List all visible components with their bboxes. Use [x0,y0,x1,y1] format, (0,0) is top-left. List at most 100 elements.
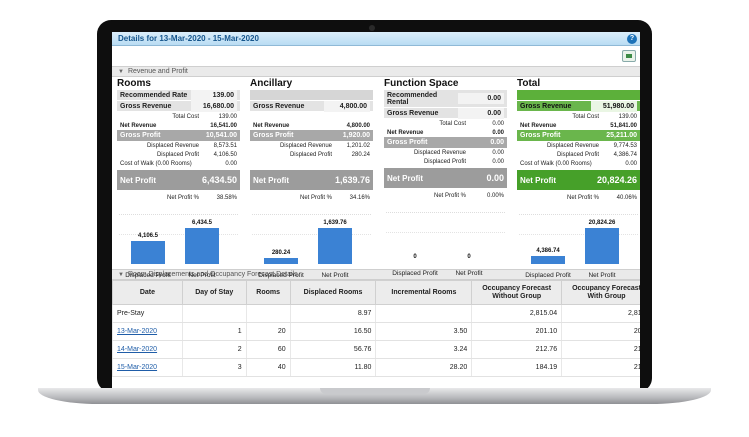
net-revenue-row: Net Revenue 4,800.00 [253,122,370,129]
table-row: Pre-Stay 8.97 2,815.04 2,814. [112,304,640,323]
net-profit-row: Net Profit 0.00 [384,168,507,188]
displaced-profit-bar [131,241,165,264]
net-revenue-row: Net Revenue 16,541.00 [120,122,237,129]
collapse-chevron-icon[interactable]: ▼ [118,69,124,75]
total-cost-row: Total Cost 139.00 [572,113,637,120]
camera-icon [369,25,375,31]
net-profit-row: Net Profit 20,824.26 [517,170,640,190]
column-title: Ancillary [250,78,293,89]
displaced-profit-row: Displaced Profit 0.00 [423,158,504,165]
cost-of-walk-row: Cost of Walk (0.00 Rooms) 0.00 [120,160,237,167]
net-revenue-row: Net Revenue 0.00 [387,129,504,136]
bar-value-label: 0 [413,254,417,260]
x-axis-label: Displaced Profit [392,270,438,277]
column-title: Total [517,78,541,89]
section-room-displacements[interactable]: ▼ Room Displacements and Occupancy Foreca… [112,269,640,280]
date-link[interactable]: 14-Mar-2020 [117,346,158,353]
gross-revenue-row: Gross Revenue 4,800.00 [250,100,373,112]
section-title: Revenue and Profit [127,68,188,75]
recommended-rate-row: Recommended Rate 139.00 [117,89,240,101]
screen: Details for 13-Mar-2020 - 15-Mar-2020 ? … [112,32,640,388]
window-titlebar: Details for 13-Mar-2020 - 15-Mar-2020 ? [112,32,640,46]
column-function-space: Function Space Recommended Rental 0.00 Gr… [384,79,507,282]
column-total: Total Gross Revenue 51,980.00 Total Cost 1… [517,79,640,284]
net-profit-pct-row: Net Profit % 40.06% [566,194,637,201]
toolbar [112,46,640,66]
profit-chart: 4,386.74 Displaced Profit 20,824.26 Net Pro… [517,214,640,284]
column-title: Function Space [384,78,459,89]
bar-value-label: 1,639.76 [323,220,347,226]
bar-value-label: 280.24 [271,250,291,256]
x-axis-label: Net Profit [321,272,349,279]
gross-profit-row: Gross Profit 25,211.00 [517,130,640,141]
net-profit-bar [185,228,219,264]
displaced-profit-bar [264,258,298,264]
gross-revenue-row: Gross Revenue 0.00 [384,107,507,119]
recommended-rate-input[interactable]: 139.00 [191,89,237,101]
cell-date: Pre-Stay [112,304,183,323]
window-title: Details for 13-Mar-2020 - 15-Mar-2020 [118,34,259,43]
profit-chart: 280.24 Displaced Profit 1,639.76 Net Profit [250,214,373,284]
header-forecast-with-group[interactable]: Occupancy Forecast With Group [561,280,640,305]
net-revenue-row: Net Revenue 51,841.00 [520,122,637,129]
table-row: 13-Mar-2020 1 20 16.50 3.50 201.10 204. [112,322,640,341]
gross-profit-row: Gross Profit 1,920.00 [250,130,373,141]
net-profit-bar [318,228,352,264]
revenue-columns: Rooms Recommended Rate 139.00 Gross Reven… [112,77,640,279]
profit-chart: 0 Displaced Profit 0 Net Profit [384,212,507,282]
displaced-profit-row: Displaced Profit 4,386.74 [556,151,637,158]
net-profit-pct-row: Net Profit % 34.16% [299,194,370,201]
displaced-revenue-row: Displaced Revenue 9,774.53 [546,142,637,149]
net-profit-pct-row: Net Profit % 0.00% [433,192,504,199]
displaced-profit-row: Displaced Profit 280.24 [289,151,370,158]
date-link[interactable]: 13-Mar-2020 [117,328,158,335]
displaced-revenue-row: Displaced Revenue 0.00 [413,149,504,156]
column-title: Rooms [117,78,151,89]
date-link[interactable]: 15-Mar-2020 [117,364,158,371]
table-row: 15-Mar-2020 3 40 11.80 28.20 184.19 212. [112,358,640,377]
bar-value-label: 20,824.26 [588,220,616,226]
x-axis-label: Net Profit [455,270,483,277]
table-header-row: Date Day of Stay Rooms Displaced Rooms I… [112,280,640,305]
section-title: Room Displacements and Occupancy Forecas… [127,271,298,278]
laptop-base [38,388,711,404]
x-axis-label: Displaced Profit [125,272,171,279]
x-axis-label: Net Profit [588,272,616,279]
laptop-notch [320,388,430,394]
profit-chart: 4,106.5 Displaced Profit 6,434.5 Net Profit [117,214,240,284]
x-axis-label: Net Profit [188,272,216,279]
header-displaced-rooms[interactable]: Displaced Rooms [289,280,377,305]
x-axis-label: Displaced Profit [525,272,571,279]
total-cost-row: Total Cost 0.00 [439,120,504,127]
help-icon[interactable]: ? [627,34,637,44]
x-axis-label: Displaced Profit [258,272,304,279]
section-revenue-and-profit[interactable]: ▼ Revenue and Profit [112,66,640,77]
displaced-profit-row: Displaced Profit 4,106.50 [156,151,237,158]
column-ancillary: Ancillary Gross Revenue 4,800.00 Net Reve… [250,79,373,284]
header-forecast-without-group[interactable]: Occupancy Forecast Without Group [471,280,563,305]
displaced-profit-bar [531,256,565,264]
bar-value-label: 0 [467,254,471,260]
total-cost-row: Total Cost 139.00 [172,113,237,120]
header-date[interactable]: Date [112,280,183,305]
displaced-revenue-row: Displaced Revenue 8,573.51 [146,142,237,149]
gross-profit-row: Gross Profit 10,541.00 [117,130,240,141]
gross-revenue-row: Gross Revenue 51,980.00 [517,100,640,112]
column-rooms: Rooms Recommended Rate 139.00 Gross Reven… [117,79,240,284]
cost-of-walk-row: Cost of Walk (0.00 Rooms) 0.00 [520,160,637,167]
bar-value-label: 4,386.74 [536,248,560,254]
header-day-of-stay[interactable]: Day of Stay [181,280,247,305]
collapse-chevron-icon[interactable]: ▼ [118,272,124,278]
occupancy-table: Date Day of Stay Rooms Displaced Rooms I… [112,280,640,377]
recommended-rental-input[interactable]: 0.00 [458,93,504,104]
export-excel-icon[interactable] [622,50,636,62]
net-profit-row: Net Profit 1,639.76 [250,170,373,190]
net-profit-pct-row: Net Profit % 38.58% [166,194,237,201]
header-incremental-rooms[interactable]: Incremental Rooms [375,280,473,305]
header-rooms[interactable]: Rooms [245,280,291,305]
gross-profit-row: Gross Profit 0.00 [384,137,507,148]
displaced-revenue-row: Displaced Revenue 1,201.02 [279,142,370,149]
table-row: 14-Mar-2020 2 60 56.76 3.24 212.76 216. [112,340,640,359]
bar-value-label: 4,106.5 [137,233,159,239]
gross-revenue-row: Gross Revenue 16,680.00 [117,100,240,112]
